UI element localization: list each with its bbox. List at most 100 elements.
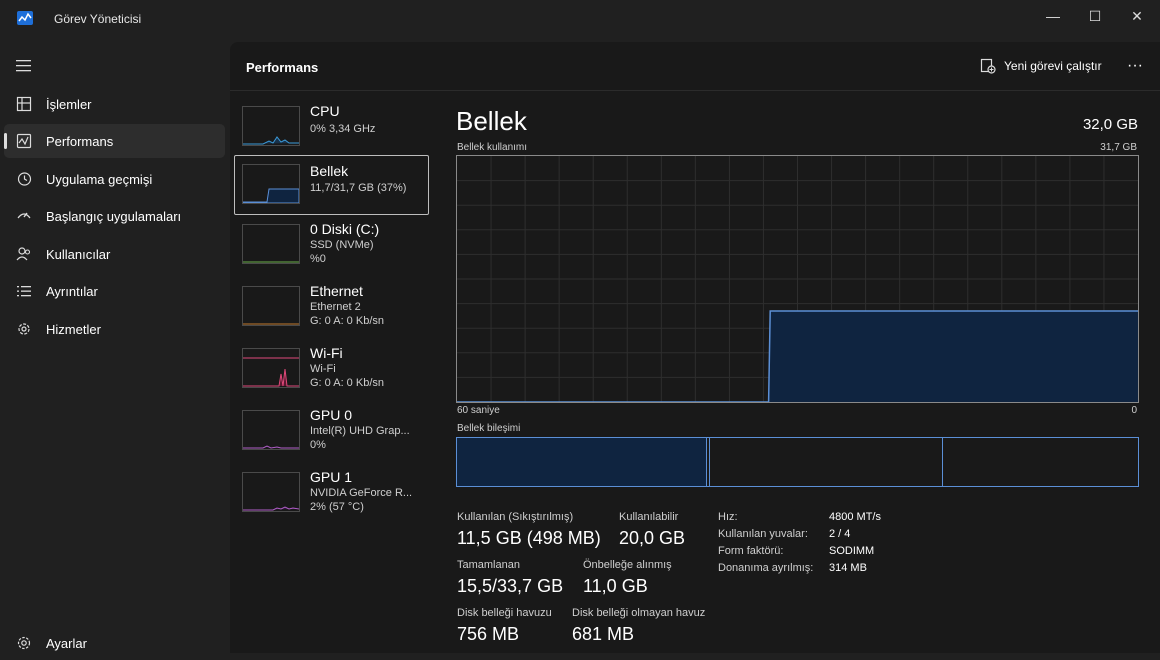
processes-icon — [16, 96, 32, 112]
x-left-label: 60 saniye — [457, 405, 500, 416]
device-detail: SSD (NVMe) — [310, 239, 374, 251]
device-name: GPU 0 — [310, 407, 353, 423]
sidebar-item-label: Ayarlar — [46, 635, 87, 651]
active-indicator — [4, 133, 7, 149]
sidebar-item-services[interactable]: Hizmetler — [4, 312, 225, 346]
memory-composition-bar — [456, 437, 1139, 487]
sidebar-item-label: Ayrıntılar — [46, 283, 98, 299]
nonpaged-pool-label: Disk belleği olmayan havuz — [572, 607, 706, 619]
device-detail: G: 0 A: 0 Kb/sn — [310, 377, 384, 389]
header-divider — [230, 90, 1160, 91]
window-title: Görev Yöneticisi — [54, 12, 142, 26]
in-use-value: 11,5 GB (498 MB) — [457, 528, 601, 548]
cached-value: 11,0 GB — [583, 576, 648, 596]
total-memory: 32,0 GB — [1082, 116, 1138, 133]
sidebar-item-settings[interactable]: Ayarlar — [4, 626, 225, 660]
sidebar-item-label: Kullanıcılar — [46, 246, 111, 262]
cpu-thumbnail — [242, 106, 300, 146]
device-detail: 0% 3,34 GHz — [310, 123, 376, 135]
hamburger-icon[interactable] — [16, 59, 32, 73]
more-options-button[interactable]: ··· — [1127, 57, 1143, 74]
device-disk[interactable]: 0 Diski (C:) SSD (NVMe) %0 — [234, 215, 427, 273]
device-cpu[interactable]: CPU 0% 3,34 GHz — [234, 97, 427, 155]
ethernet-thumbnail — [242, 286, 300, 326]
sidebar-item-label: Başlangıç uygulamaları — [46, 208, 182, 224]
spec-value: 2 / 4 — [829, 528, 851, 540]
sidebar-item-app-history[interactable]: Uygulama geçmişi — [4, 162, 225, 196]
nonpaged-pool-value: 681 MB — [572, 624, 635, 644]
device-ethernet[interactable]: Ethernet Ethernet 2 G: 0 A: 0 Kb/sn — [234, 277, 427, 335]
run-new-task-button[interactable]: Yeni görevi çalıştır — [980, 54, 1102, 78]
gpu1-thumbnail — [242, 472, 300, 512]
spec-value: 314 MB — [829, 562, 867, 574]
detail-title: Bellek — [456, 106, 527, 136]
sidebar-item-label: Performans — [46, 133, 114, 149]
spec-value: 4800 MT/s — [829, 511, 881, 523]
new-task-icon — [980, 58, 996, 74]
committed-label: Tamamlanan — [457, 559, 520, 571]
services-icon — [18, 323, 30, 335]
spec-label: Hız: — [718, 511, 738, 523]
device-memory[interactable]: Bellek 11,7/31,7 GB (37%) — [234, 155, 429, 215]
details-icon — [17, 286, 31, 297]
memory-usage-area — [457, 311, 1138, 402]
sidebar: İşlemler Performans Uygulama geçmişi Baş… — [0, 40, 230, 653]
sidebar-item-label: İşlemler — [46, 96, 92, 112]
sidebar-item-users[interactable]: Kullanıcılar — [4, 237, 225, 271]
sidebar-item-processes[interactable]: İşlemler — [4, 87, 225, 121]
sidebar-item-startup-apps[interactable]: Başlangıç uygulamaları — [4, 199, 225, 233]
spec-label: Donanıma ayrılmış: — [718, 562, 814, 574]
device-detail: NVIDIA GeForce R... — [310, 487, 413, 499]
device-gpu0[interactable]: GPU 0 Intel(R) UHD Grap... 0% — [234, 401, 427, 459]
composition-label: Bellek bileşimi — [457, 423, 521, 434]
history-icon — [17, 172, 32, 186]
close-icon[interactable]: ✕ — [1131, 7, 1143, 24]
composition-in-use — [457, 438, 707, 486]
page-title: Performans — [246, 60, 319, 75]
x-right-label: 0 — [1131, 405, 1137, 416]
settings-icon — [17, 636, 31, 650]
sidebar-item-label: Uygulama geçmişi — [46, 171, 153, 187]
device-detail: %0 — [310, 253, 326, 265]
device-gpu1[interactable]: GPU 1 NVIDIA GeForce R... 2% (57 °C) — [234, 463, 427, 521]
cached-label: Önbelleğe alınmış — [583, 559, 672, 571]
startup-icon — [17, 212, 31, 219]
paged-pool-value: 756 MB — [457, 624, 520, 644]
in-use-label: Kullanılan (Sıkıştırılmış) — [457, 511, 574, 523]
composition-divider — [942, 438, 943, 486]
maximize-icon[interactable]: ☐ — [1088, 7, 1102, 24]
device-detail: 2% (57 °C) — [310, 501, 364, 513]
disk-thumbnail — [242, 224, 300, 264]
device-detail: Intel(R) UHD Grap... — [310, 425, 410, 437]
spec-value: SODIMM — [829, 545, 875, 557]
minimize-icon[interactable]: — — [1046, 8, 1060, 24]
spec-label: Form faktörü: — [718, 545, 784, 557]
sidebar-item-performance[interactable]: Performans — [4, 124, 225, 158]
sidebar-item-label: Hizmetler — [46, 321, 101, 337]
paged-pool-label: Disk belleği havuzu — [457, 607, 552, 619]
device-detail: 0% — [310, 439, 326, 451]
spec-label: Kullanılan yuvalar: — [718, 528, 808, 540]
sidebar-item-details[interactable]: Ayrıntılar — [4, 274, 225, 308]
usage-label: Bellek kullanımı — [457, 142, 528, 153]
device-detail: G: 0 A: 0 Kb/sn — [310, 315, 384, 327]
device-detail: 11,7/31,7 GB (37%) — [310, 182, 407, 194]
committed-value: 15,5/33,7 GB — [457, 576, 564, 596]
device-wifi[interactable]: Wi-Fi Wi-Fi G: 0 A: 0 Kb/sn — [234, 339, 427, 397]
device-name: GPU 1 — [310, 469, 353, 485]
wifi-thumbnail — [242, 348, 300, 388]
task-manager-logo-icon — [17, 11, 33, 25]
run-new-task-label: Yeni görevi çalıştır — [1004, 59, 1102, 73]
device-detail: Ethernet 2 — [310, 301, 361, 313]
performance-icon — [16, 133, 32, 149]
memory-thumbnail — [242, 164, 300, 204]
title-bar — [0, 0, 1160, 40]
available-value: 20,0 GB — [619, 528, 686, 548]
available-label: Kullanılabilir — [619, 511, 679, 523]
users-icon — [16, 247, 31, 261]
device-name: CPU — [310, 103, 340, 119]
gpu0-thumbnail — [242, 410, 300, 450]
composition-modified — [709, 438, 710, 486]
memory-usage-graph — [456, 155, 1139, 403]
memory-usage-line — [457, 310, 1138, 402]
